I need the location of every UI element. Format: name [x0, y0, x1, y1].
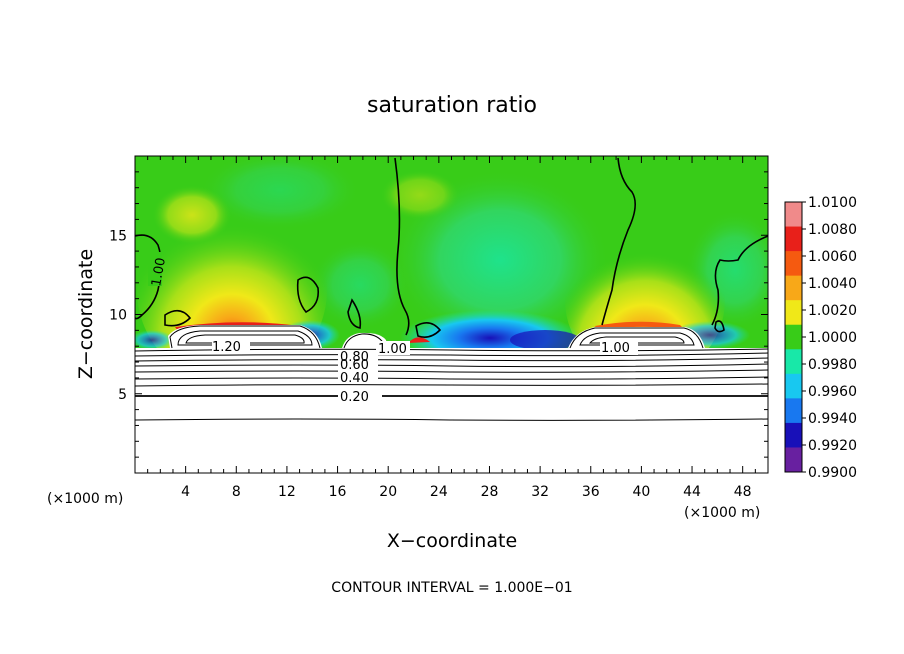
contour-line — [169, 325, 321, 349]
x-tick-label: 32 — [531, 484, 549, 500]
contour-line — [579, 332, 695, 346]
contour-line — [601, 157, 636, 326]
colorbar-label: 1.0040 — [808, 276, 857, 292]
contour-line — [135, 418, 768, 421]
x-tick-label: 48 — [734, 484, 752, 500]
contour-label: 1.00 — [601, 341, 630, 356]
x-tick-label: 24 — [430, 484, 448, 500]
colorbar-label: 0.9960 — [808, 384, 857, 400]
field-cool-patch — [310, 240, 410, 330]
contour-line — [135, 363, 768, 368]
contour-isolines — [135, 157, 768, 338]
contour-line — [135, 383, 768, 387]
colorbar-swatch — [785, 251, 802, 277]
plot-area — [135, 156, 768, 473]
contour-line — [296, 276, 320, 313]
x-tick-label: 40 — [632, 484, 650, 500]
unsaturated-region — [135, 348, 768, 473]
contour-line — [415, 322, 442, 338]
colorbar: 1.0100 1.0080 1.0060 1.0040 1.0020 1.0000 0.99… — [784, 195, 857, 481]
colorbar-label: 0.9940 — [808, 411, 857, 427]
contour-line — [185, 334, 305, 344]
x-tick-label: 4 — [181, 484, 190, 500]
x-tick-label: 8 — [232, 484, 241, 500]
y-axis: 5 10 15 — [109, 171, 768, 458]
x-unit-left: (×1000 m) — [47, 491, 123, 507]
x-unit-right: (×1000 m) — [684, 505, 760, 521]
contour-label: 1.00 — [378, 342, 407, 357]
contour-line — [164, 309, 192, 327]
contour-line — [394, 157, 410, 336]
x-tick-label: 28 — [481, 484, 499, 500]
cloud-contours — [169, 325, 704, 349]
x-tick-label: 44 — [683, 484, 701, 500]
colorbar-label: 1.0000 — [808, 330, 857, 346]
contour-line — [347, 298, 362, 329]
colorbar-label: 0.9900 — [808, 465, 857, 481]
contour-label: 0.60 — [340, 358, 369, 373]
field-warm-patch — [152, 185, 232, 245]
field-dark-patch — [135, 330, 174, 350]
colorbar-swatch — [785, 447, 802, 473]
contour-labels: 1.00 1.20 1.00 1.00 0.80 0.60 0.40 0.20 — [148, 252, 638, 405]
contour-line — [569, 327, 704, 349]
x-tick-label: 20 — [379, 484, 397, 500]
colorbar-label: 0.9980 — [808, 357, 857, 373]
contour-line — [588, 336, 685, 344]
contour-label: 0.80 — [340, 350, 369, 365]
contour-line — [711, 235, 768, 326]
colorbar-swatch — [785, 422, 802, 448]
contour-label: 0.20 — [340, 390, 369, 405]
field-cool-patch — [390, 170, 610, 350]
cloud-edge-highlight — [595, 321, 685, 331]
contour-line — [343, 333, 387, 349]
cloud-edge-highlight — [408, 337, 430, 343]
contour-line — [135, 376, 768, 380]
contour-line — [135, 357, 768, 362]
colorbar-label: 1.0080 — [808, 222, 857, 238]
chart-title: saturation ratio — [367, 93, 537, 118]
colorbar-label: 1.0100 — [808, 195, 857, 211]
field-dark-patch — [510, 330, 580, 350]
contour-label: 1.20 — [212, 340, 241, 355]
y-tick-label: 5 — [118, 387, 127, 403]
y-tick-label: 10 — [109, 308, 127, 324]
contour-label: 0.40 — [340, 371, 369, 386]
colorbar-swatch — [785, 275, 802, 301]
x-tick-label: 12 — [278, 484, 296, 500]
x-tick-label: 16 — [329, 484, 347, 500]
contour-line — [135, 369, 768, 373]
x-axis-label: X−coordinate — [387, 530, 517, 552]
x-axis: 4 8 12 16 20 24 28 32 36 40 44 48 — [147, 156, 756, 500]
x-tick-label: 36 — [582, 484, 600, 500]
contour-line — [177, 330, 313, 346]
contour-line — [135, 352, 768, 357]
contour-label: 1.00 — [149, 257, 169, 288]
colorbar-swatch — [785, 398, 802, 424]
colorbar-swatch — [785, 349, 802, 375]
contour-line — [135, 234, 162, 320]
colorbar-swatch — [785, 324, 802, 350]
colorbar-swatch — [785, 300, 802, 326]
colorbar-label: 1.0020 — [808, 303, 857, 319]
colorbar-label: 0.9920 — [808, 438, 857, 454]
footer-note: CONTOUR INTERVAL = 1.000E−01 — [331, 580, 572, 596]
field-warm-patch — [380, 170, 460, 220]
contour-line — [714, 320, 725, 333]
colorbar-swatch — [785, 202, 802, 228]
colorbar-swatch — [785, 373, 802, 399]
y-axis-label: Z−coordinate — [75, 249, 97, 379]
y-tick-label: 15 — [109, 228, 127, 244]
colorbar-swatch — [785, 226, 802, 252]
colorbar-label: 1.0060 — [808, 249, 857, 265]
